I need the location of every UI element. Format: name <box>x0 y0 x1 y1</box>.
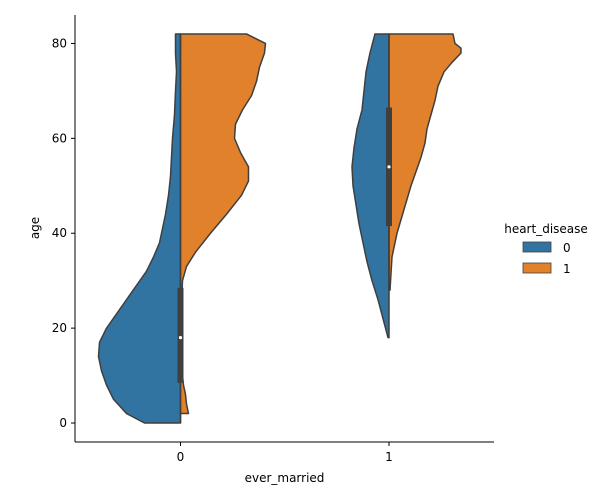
y-tick-label-20: 20 <box>52 321 67 335</box>
y-ticks: 0 20 40 60 80 <box>52 36 75 430</box>
legend-items: 01 <box>522 241 571 276</box>
y-tick-label-40: 40 <box>52 226 67 240</box>
x-axis-label: ever_married <box>245 471 325 485</box>
legend-label-1: 1 <box>563 262 571 276</box>
box-median-category-1 <box>387 165 391 169</box>
violins-layer <box>97 33 462 424</box>
y-tick-label-60: 60 <box>52 131 67 145</box>
y-tick-label-80: 80 <box>52 36 67 50</box>
box-iqr-category-0 <box>177 287 184 383</box>
box-median-category-0 <box>178 336 183 340</box>
x-tick-label-1: 1 <box>385 450 393 464</box>
y-tick-label-0: 0 <box>59 416 67 430</box>
violin-half-series-0-category-0 <box>97 33 182 424</box>
legend: heart_disease 01 <box>504 222 588 276</box>
legend-swatch-1 <box>522 262 552 274</box>
y-axis-label: age <box>28 217 42 239</box>
violin-half-series-0-category-1 <box>351 33 390 339</box>
legend-label-0: 0 <box>563 241 571 255</box>
violin-half-series-1-category-1 <box>388 33 462 291</box>
x-tick-label-0: 0 <box>177 450 185 464</box>
boxplot-layer <box>177 33 392 424</box>
axes <box>74 15 494 443</box>
legend-title: heart_disease <box>504 222 588 236</box>
legend-swatch-0 <box>522 241 552 253</box>
violin-half-series-1-category-0 <box>179 33 267 415</box>
